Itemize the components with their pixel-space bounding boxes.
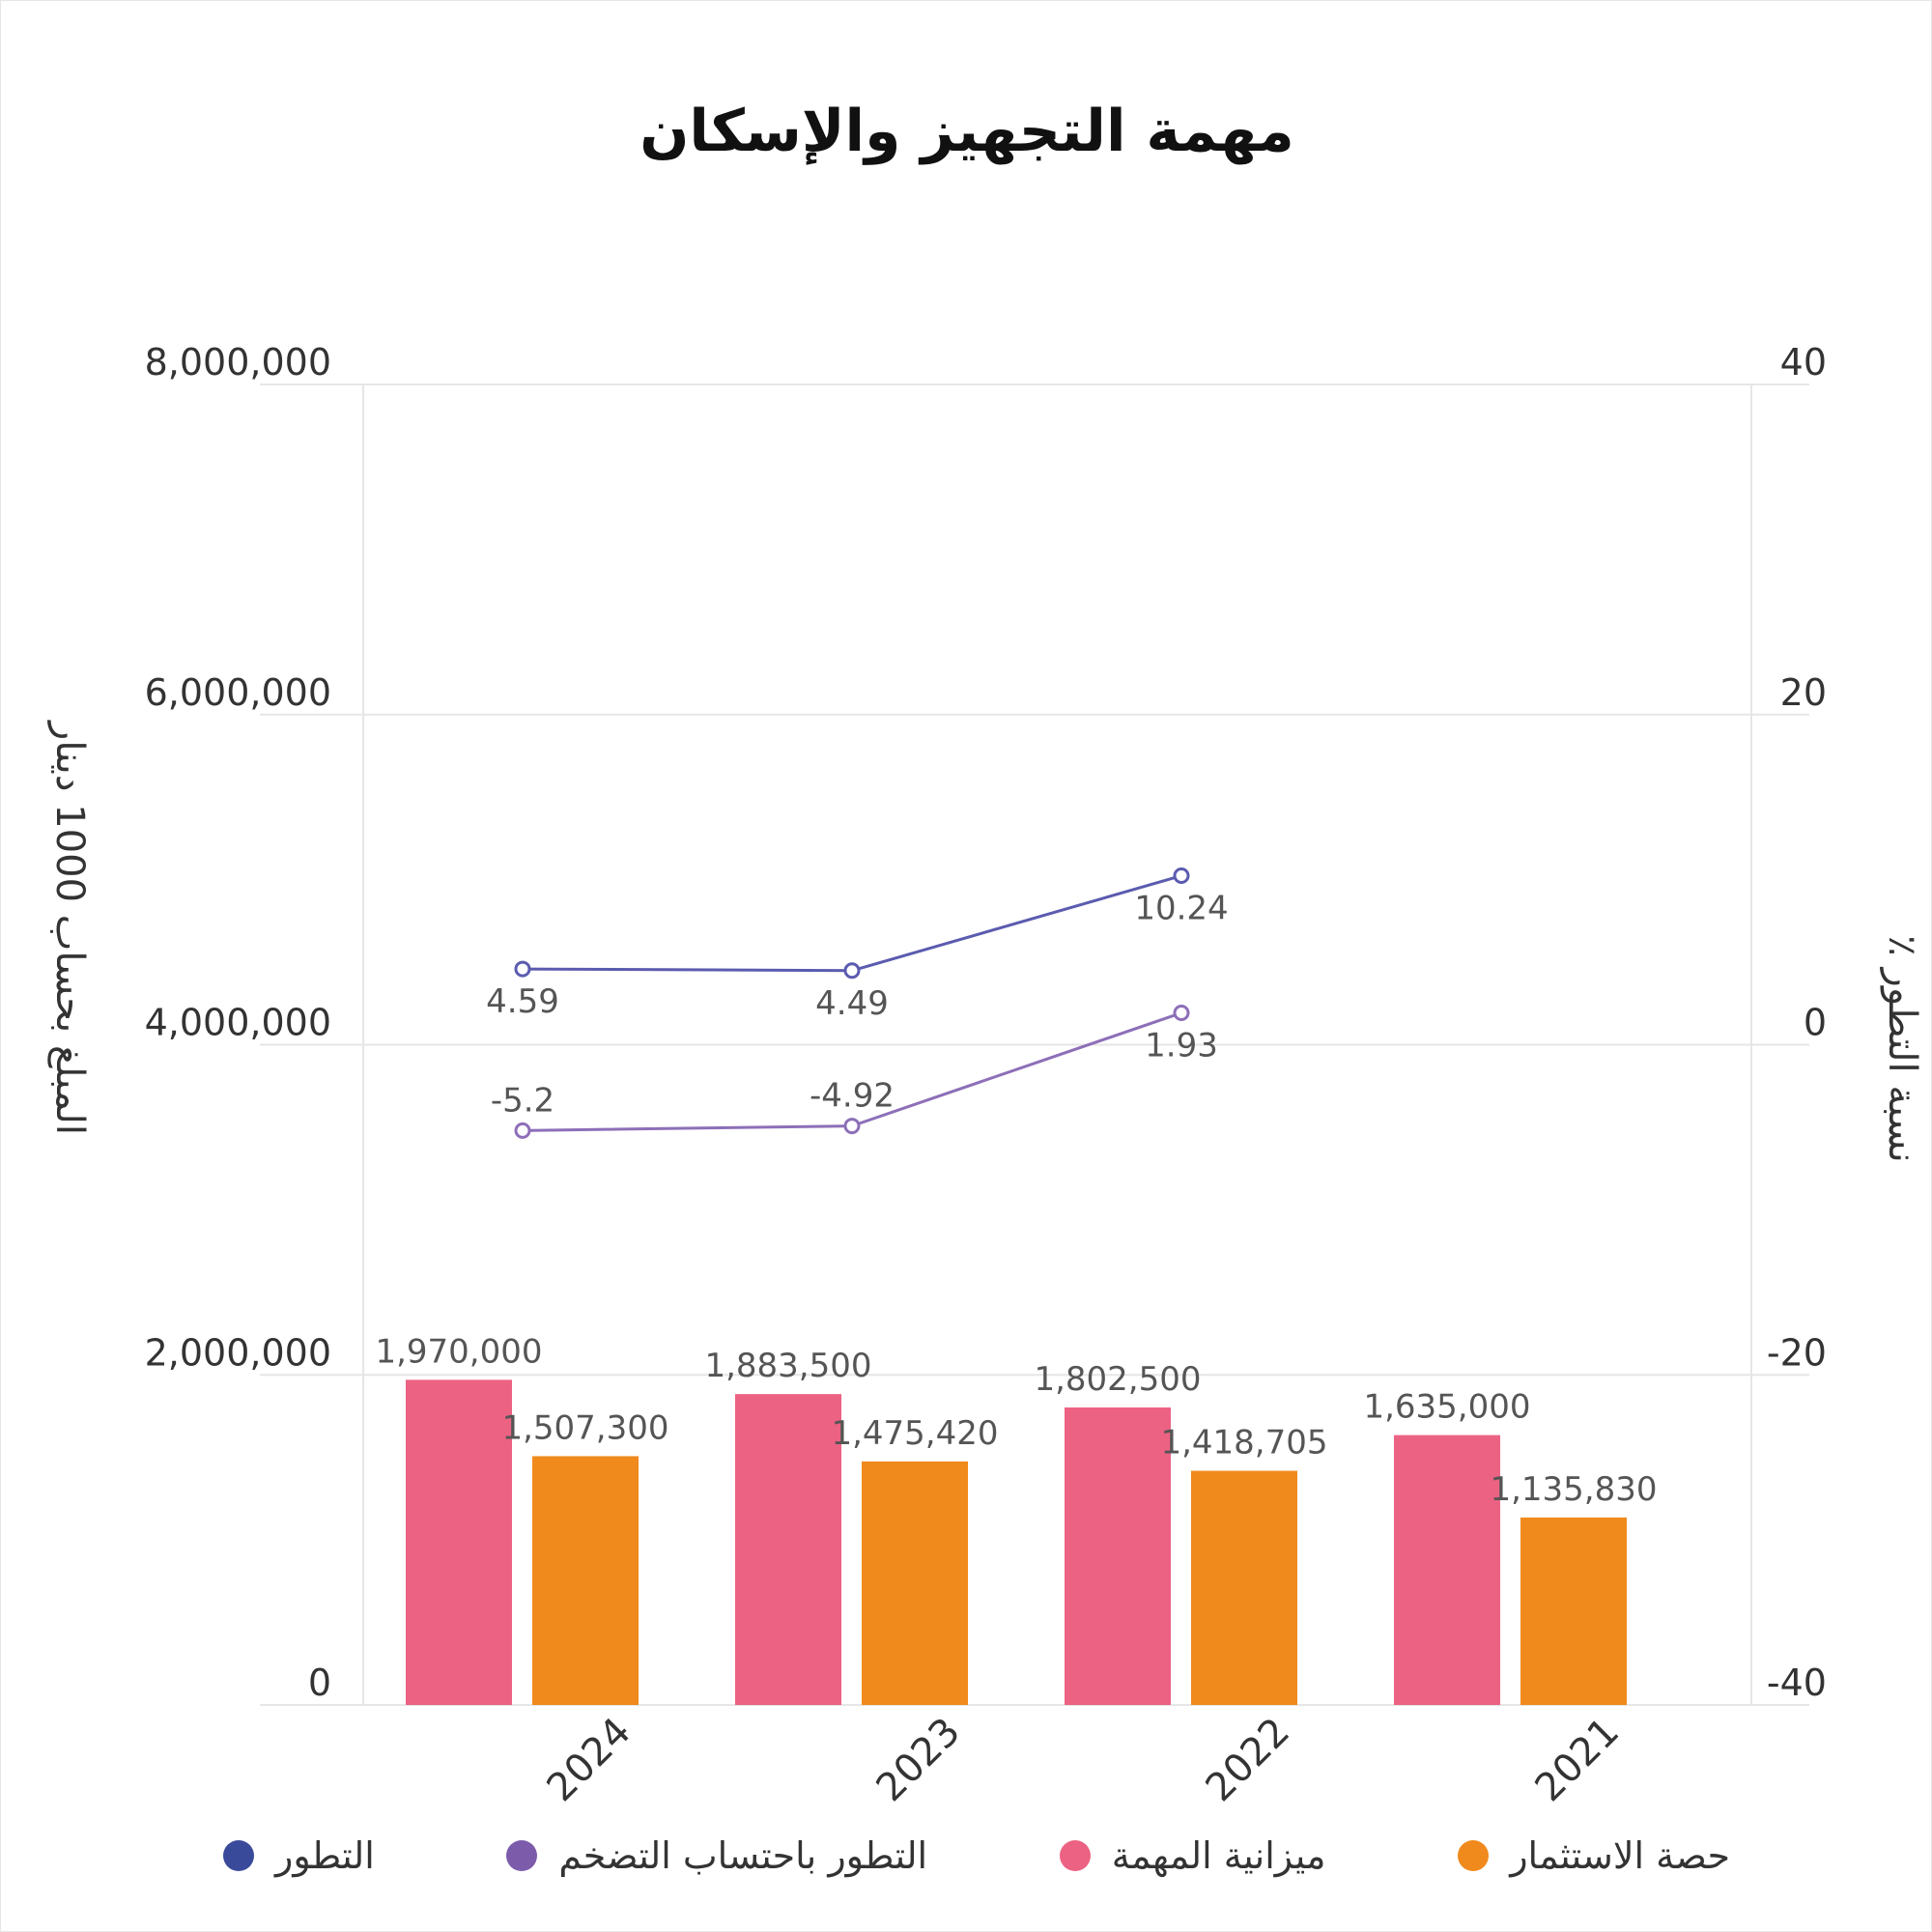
y2-axis-title: نسبة التطور ٪ xyxy=(1880,935,1924,1162)
line-data-label: -5.2 xyxy=(491,1081,554,1120)
y-tick-label: 2,000,000 xyxy=(145,1331,331,1374)
x-tick-label: 2023 xyxy=(868,1710,970,1811)
bar-investment xyxy=(532,1456,639,1705)
bar-data-label: 1,635,000 xyxy=(1363,1388,1530,1427)
bar-investment xyxy=(862,1461,968,1705)
legend: التطور التطور باحتساب التضخم ميزانية الم… xyxy=(223,1827,1730,1885)
bar-layer xyxy=(406,1379,1627,1705)
legend-dot-icon xyxy=(1458,1840,1490,1871)
bar-data-label: 1,802,500 xyxy=(1034,1360,1201,1399)
bar-investment xyxy=(1191,1470,1297,1705)
y-tick-label: 4,000,000 xyxy=(145,1002,331,1044)
line-data-label: 4.49 xyxy=(815,984,889,1023)
legend-label: التطور xyxy=(275,1834,375,1877)
line-data-label: 1.93 xyxy=(1145,1027,1218,1065)
y-tick-label: 8,000,000 xyxy=(145,341,331,384)
y-axis-title: المبلغ بحساب 1000 دينار xyxy=(47,720,92,1135)
legend-item-evolution-inflation[interactable]: التطور باحتساب التضخم xyxy=(506,1834,927,1877)
line-point xyxy=(1173,867,1190,885)
bar-budget xyxy=(1394,1435,1500,1705)
bar-data-label: 1,883,500 xyxy=(704,1347,871,1385)
line-data-label: -4.92 xyxy=(810,1077,895,1116)
legend-label: التطور باحتساب التضخم xyxy=(558,1834,928,1877)
legend-dot-icon xyxy=(223,1840,254,1871)
bar-investment xyxy=(1520,1517,1627,1705)
bar-data-label: 1,970,000 xyxy=(375,1332,542,1371)
line-point xyxy=(843,1118,861,1135)
y2-tick-label: 0 xyxy=(1804,1002,1827,1044)
legend-item-investment[interactable]: حصة الاستثمار xyxy=(1458,1834,1730,1877)
text-layer: 0 2,000,000 4,000,000 6,000,000 8,000,000 -40… xyxy=(47,341,1924,1810)
bar-budget xyxy=(1065,1406,1171,1705)
line-data-label: 10.24 xyxy=(1134,890,1228,928)
line-point xyxy=(1173,1005,1190,1022)
legend-label: ميزانية المهمة xyxy=(1111,1834,1326,1877)
bar-data-label: 1,135,830 xyxy=(1490,1470,1657,1509)
grid-layer xyxy=(260,384,1809,1706)
y-tick-label: 0 xyxy=(308,1662,331,1704)
bar-budget xyxy=(406,1379,512,1705)
legend-label: حصة الاستثمار xyxy=(1510,1834,1730,1877)
bar-data-label: 1,418,705 xyxy=(1160,1424,1327,1463)
y2-tick-label: 40 xyxy=(1780,341,1827,384)
bar-data-label: 1,507,300 xyxy=(501,1408,668,1447)
legend-dot-icon xyxy=(506,1840,538,1871)
x-tick-label: 2022 xyxy=(1198,1710,1299,1811)
legend-dot-icon xyxy=(1059,1840,1091,1871)
y-tick-label: 6,000,000 xyxy=(145,671,331,714)
line-point xyxy=(843,962,861,980)
y2-tick-label: 20 xyxy=(1780,671,1827,714)
line-point xyxy=(514,1122,531,1139)
x-tick-label: 2021 xyxy=(1527,1710,1629,1811)
y2-tick-label: -20 xyxy=(1767,1331,1827,1374)
legend-item-evolution[interactable]: التطور xyxy=(223,1834,375,1877)
y2-tick-label: -40 xyxy=(1767,1662,1827,1704)
legend-item-budget[interactable]: ميزانية المهمة xyxy=(1059,1834,1326,1877)
line-point xyxy=(514,960,531,978)
line-data-label: 4.59 xyxy=(486,982,559,1021)
bar-budget xyxy=(735,1394,841,1705)
line-evolution xyxy=(522,874,1182,973)
line-layer xyxy=(514,867,1190,1139)
bar-data-label: 1,475,420 xyxy=(831,1414,998,1453)
chart-title: مهمة التجهيز والإسكان xyxy=(639,98,1294,165)
x-tick-label: 2024 xyxy=(539,1710,640,1811)
